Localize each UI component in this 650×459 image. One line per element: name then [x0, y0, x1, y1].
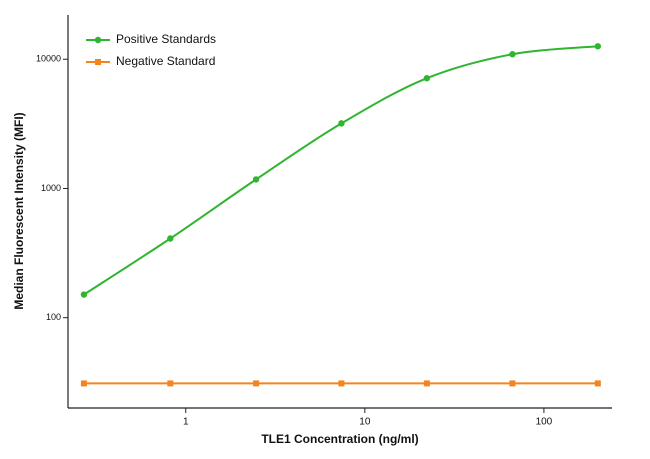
- data-point: [509, 51, 516, 58]
- legend-marker: [94, 36, 102, 44]
- x-tick-label: 10: [359, 417, 371, 428]
- data-point: [167, 380, 174, 387]
- y-axis-title: Median Fluorescent Intensity (MFI): [12, 112, 26, 309]
- y-tick-label: 10000: [36, 54, 61, 64]
- data-point: [423, 75, 431, 82]
- y-tick-label: 100: [46, 312, 61, 322]
- data-point: [167, 235, 174, 242]
- legend-label: Positive Standards: [116, 32, 216, 46]
- data-point: [338, 120, 345, 127]
- y-tick-label: 1000: [41, 183, 61, 193]
- data-point: [253, 380, 260, 387]
- data-point: [509, 380, 516, 387]
- data-point: [594, 380, 601, 387]
- legend-label: Negative Standard: [116, 54, 215, 68]
- data-point: [80, 291, 88, 298]
- x-axis-title: TLE1 Concentration (ng/ml): [261, 432, 418, 446]
- x-tick-label: 100: [536, 417, 553, 428]
- x-tick-label: 1: [183, 417, 189, 428]
- series-line: [83, 45, 598, 296]
- legend-marker: [95, 59, 101, 65]
- data-point: [80, 380, 87, 387]
- data-point: [338, 380, 345, 387]
- data-point: [252, 176, 260, 183]
- data-point: [423, 380, 430, 387]
- data-point: [594, 43, 602, 50]
